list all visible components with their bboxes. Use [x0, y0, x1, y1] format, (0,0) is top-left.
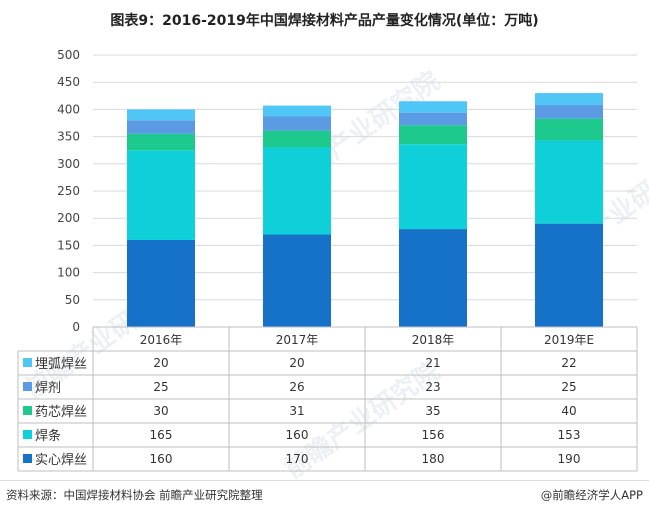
- bar-segment: [399, 229, 467, 327]
- data-label: 31: [289, 404, 304, 418]
- data-label: 26: [289, 380, 304, 394]
- bar-segment: [127, 239, 195, 327]
- legend-swatch: [23, 454, 32, 463]
- data-label: 23: [425, 380, 440, 394]
- y-tick-label: 150: [57, 238, 80, 252]
- bar-segment: [399, 144, 467, 230]
- data-label: 20: [153, 356, 168, 370]
- legend-label: 焊条: [35, 428, 61, 444]
- y-tick-label: 50: [65, 293, 80, 307]
- y-tick-label: 250: [57, 184, 80, 198]
- data-label: 160: [150, 452, 173, 466]
- x-tick-label: 2018年: [412, 333, 455, 347]
- y-tick-label: 450: [57, 75, 80, 89]
- legend-swatch: [23, 382, 32, 391]
- bar-segment: [263, 116, 331, 131]
- bar-segment: [535, 140, 603, 224]
- data-label: 153: [558, 428, 581, 442]
- y-tick-label: 300: [57, 157, 80, 171]
- bar-segment: [127, 150, 195, 240]
- data-label: 170: [286, 452, 309, 466]
- bar-segment: [263, 105, 331, 117]
- y-tick-label: 350: [57, 130, 80, 144]
- bar-segment: [263, 147, 331, 235]
- footer: 资料来源：中国焊接材料协会 前瞻产业研究院整理 @前瞻经济学人APP: [0, 480, 649, 512]
- y-tick-label: 400: [57, 102, 80, 116]
- x-tick-label: 2019年E: [544, 333, 594, 347]
- source-note: 资料来源：中国焊接材料协会 前瞻产业研究院整理: [6, 488, 263, 502]
- bar-segment: [127, 120, 195, 134]
- data-label: 190: [558, 452, 581, 466]
- data-label: 165: [150, 428, 173, 442]
- data-label: 20: [289, 356, 304, 370]
- y-tick-label: 0: [72, 320, 80, 334]
- legend-label: 药芯焊丝: [35, 404, 87, 420]
- legend-label: 埋弧焊丝: [35, 356, 87, 372]
- legend-label: 焊剂: [35, 380, 61, 396]
- bar-segment: [263, 234, 331, 327]
- legend-swatch: [23, 406, 32, 415]
- bar-segment: [127, 109, 195, 121]
- stacked-bar-chart: 0 50 100 150 200 250 300 350 400 450 500 2016年 2017年…: [17, 48, 638, 472]
- chart-title: 图表9：2016-2019年中国焊接材料产品产量变化情况(单位：万吨): [110, 13, 539, 29]
- data-label: 25: [153, 380, 168, 394]
- data-label: 156: [422, 428, 445, 442]
- bar-segment: [535, 223, 603, 327]
- legend-swatch: [23, 430, 32, 439]
- data-label: 35: [425, 404, 440, 418]
- x-tick-label: 2017年: [276, 333, 319, 347]
- bar-segment: [535, 93, 603, 106]
- x-tick-label: 2016年: [140, 333, 183, 347]
- bar-segment: [535, 118, 603, 141]
- y-tick-label: 100: [57, 266, 80, 280]
- data-label: 180: [422, 452, 445, 466]
- brand-label: @前瞻经济学人APP: [540, 488, 643, 502]
- bar-segment: [399, 125, 467, 145]
- data-label: 22: [561, 356, 576, 370]
- data-label: 25: [561, 380, 576, 394]
- bar-segment: [127, 133, 195, 151]
- data-label: 30: [153, 404, 168, 418]
- legend-label: 实心焊丝: [35, 452, 87, 468]
- bar-segment: [399, 112, 467, 126]
- data-label: 160: [286, 428, 309, 442]
- bar-segment: [263, 130, 331, 148]
- bar-segment: [399, 101, 467, 113]
- y-tick-label: 200: [57, 211, 80, 225]
- legend-swatch: [23, 358, 32, 367]
- data-label: 40: [561, 404, 576, 418]
- bar-segment: [535, 105, 603, 119]
- data-label: 21: [425, 356, 440, 370]
- y-tick-label: 500: [57, 48, 80, 62]
